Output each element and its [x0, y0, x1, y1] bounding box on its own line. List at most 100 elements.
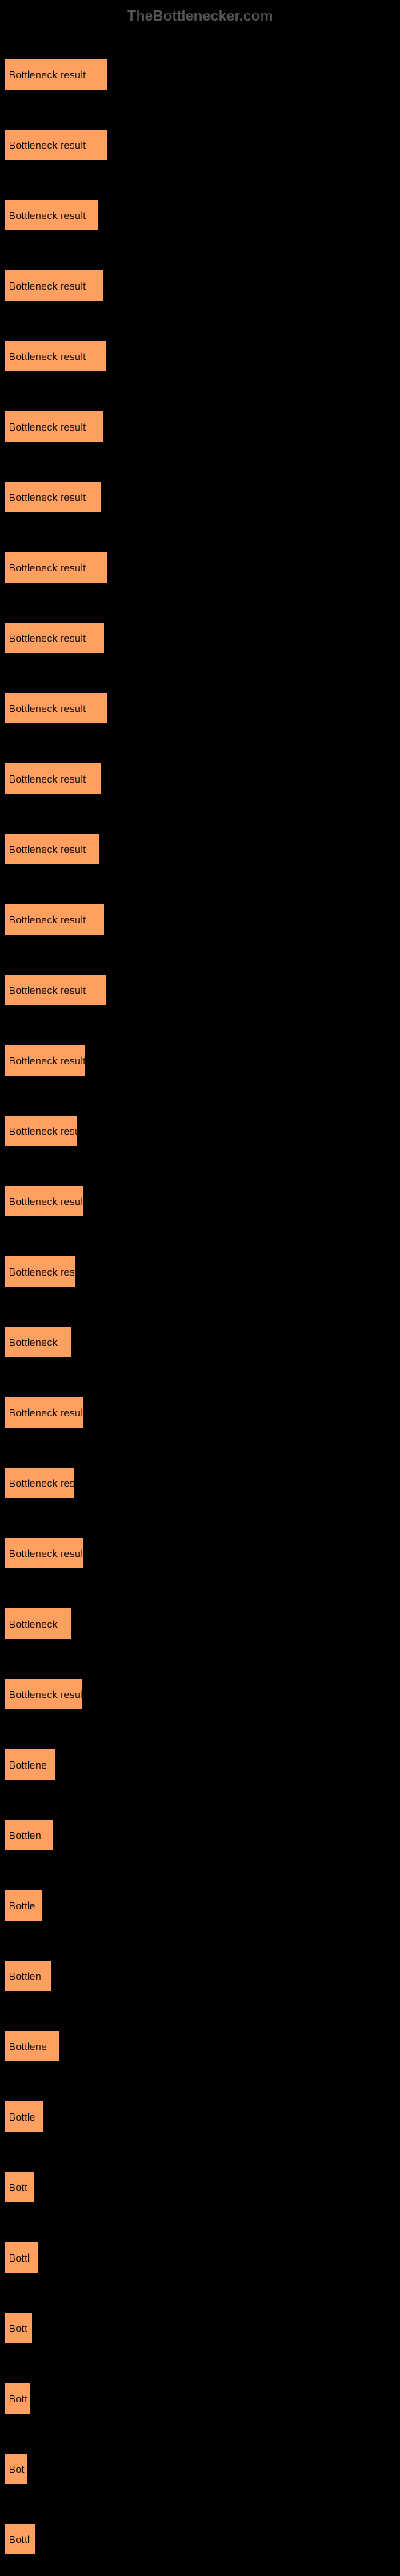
bar-wrapper: Bottle: [4, 2101, 396, 2133]
bar-wrapper: Bottleneck result 4: [4, 129, 396, 161]
bar-wrapper: Bottleneck result: [4, 1678, 396, 1710]
bar-row: Bottleneck result: [4, 182, 396, 252]
bar-wrapper: Bottlene: [4, 1749, 396, 1781]
bar-wrapper: Bottlene: [4, 2030, 396, 2062]
bar-row: Bottleneck result: [4, 745, 396, 815]
bar-wrapper: Bottleneck result: [4, 1044, 396, 1076]
bar-row: Bottleneck result: [4, 1238, 396, 1308]
bar: Bottleneck result: [4, 1467, 74, 1499]
bar: Bottlene: [4, 1749, 56, 1781]
bar-wrapper: Bottleneck result: [4, 1537, 396, 1569]
bar: Bottleneck result: [4, 692, 108, 724]
bar-wrapper: Bottleneck: [4, 1326, 396, 1358]
bar: Bottlen: [4, 1960, 52, 1992]
bar-row: Bottleneck result: [4, 1520, 396, 1590]
bar: Bottl: [4, 2523, 36, 2555]
bar: Bottleneck result: [4, 58, 108, 90]
bar-row: Bottleneck result: [4, 1661, 396, 1731]
bar-row: Bot: [4, 2435, 396, 2506]
bar-row: Bottleneck result: [4, 252, 396, 323]
bar: Bottleneck result: [4, 974, 106, 1006]
bar-wrapper: Bottlen: [4, 1819, 396, 1851]
bar: Bottlene: [4, 2030, 60, 2062]
bar-row: Bottleneck result: [4, 463, 396, 534]
bar-row: Bottlen: [4, 1801, 396, 1872]
bar-row: Bottleneck result: [4, 675, 396, 745]
bar: Bottl: [4, 2241, 39, 2274]
bar-wrapper: Bottleneck result: [4, 411, 396, 443]
bar-wrapper: Bottl: [4, 2241, 396, 2274]
bar-row: Bottleneck result: [4, 1168, 396, 1238]
bar: Bott: [4, 2171, 34, 2203]
bar-row: Bottle: [4, 1872, 396, 1942]
bar: Bottleneck result: [4, 833, 100, 865]
bar-wrapper: Bottleneck result: [4, 692, 396, 724]
bar-wrapper: Bottleneck: [4, 1608, 396, 1640]
bar-row: Bottleneck result 4: [4, 111, 396, 182]
bar: Bottle: [4, 1889, 42, 1921]
bar: Bottleneck result: [4, 270, 104, 302]
bar-wrapper: Bottleneck result: [4, 763, 396, 795]
bar-value: 4: [112, 69, 118, 81]
bar-row: Bott: [4, 2153, 396, 2224]
bar-row: Bott: [4, 2294, 396, 2365]
bar-row: Bottleneck result: [4, 393, 396, 463]
bar-row: Bottleneck: [4, 1590, 396, 1661]
bar: Bottleneck: [4, 1608, 72, 1640]
bar-wrapper: Bottle: [4, 1889, 396, 1921]
bar-wrapper: Bottleneck result: [4, 1396, 396, 1428]
bar: Bottleneck result: [4, 1256, 76, 1288]
bar-row: Bottle: [4, 2083, 396, 2153]
bar: Bottlen: [4, 1819, 54, 1851]
bar: Bottleneck: [4, 1326, 72, 1358]
bar-value: 4: [112, 139, 118, 151]
bar: Bot: [4, 2453, 28, 2485]
bar: Bottle: [4, 2101, 44, 2133]
bar: Bott: [4, 2382, 31, 2414]
bar-wrapper: Bottleneck result: [4, 1256, 396, 1288]
bar-row: Bottleneck result: [4, 1027, 396, 1097]
bar-wrapper: Bott: [4, 2171, 396, 2203]
bar-row: Bottleneck result: [4, 534, 396, 604]
bar-wrapper: Bottleneck result: [4, 974, 396, 1006]
bar: Bottleneck result: [4, 1396, 84, 1428]
bar: Bottleneck result: [4, 763, 102, 795]
bar-wrapper: Bottleneck result: [4, 1467, 396, 1499]
bar: Bottleneck result: [4, 129, 108, 161]
bar-wrapper: Bot: [4, 2453, 396, 2485]
bar-wrapper: Bottleneck result: [4, 903, 396, 935]
bar-row: Bott: [4, 2365, 396, 2435]
bar-row: Bottleneck result: [4, 1097, 396, 1168]
bar-wrapper: Bottleneck result: [4, 270, 396, 302]
bar-row: Bottleneck result 4: [4, 41, 396, 111]
bar-row: Bottl: [4, 2506, 396, 2576]
bar-wrapper: Bottleneck result: [4, 1115, 396, 1147]
bar: Bottleneck result: [4, 1678, 82, 1710]
bar-row: Bottleneck result: [4, 1449, 396, 1520]
bar-wrapper: Bottleneck result: [4, 481, 396, 513]
bar-wrapper: Bott: [4, 2312, 396, 2344]
chart-container: Bottleneck result4Bottleneck result4Bott…: [0, 41, 400, 2576]
bar: Bottleneck result: [4, 1044, 86, 1076]
bar: Bottleneck result: [4, 903, 105, 935]
bar: Bott: [4, 2312, 33, 2344]
bar-wrapper: Bottleneck result: [4, 551, 396, 583]
bar-wrapper: Bottleneck result: [4, 833, 396, 865]
bar-row: Bottleneck result: [4, 1379, 396, 1449]
bar: Bottleneck result: [4, 622, 105, 654]
watermark-text: TheBottlenecker.com: [0, 8, 400, 25]
bar-wrapper: Bottleneck result: [4, 1185, 396, 1217]
bar-row: Bottleneck result: [4, 323, 396, 393]
bar-wrapper: Bottlen: [4, 1960, 396, 1992]
bar-wrapper: Bottl: [4, 2523, 396, 2555]
bar: Bottleneck result: [4, 551, 108, 583]
bar-row: Bottleneck: [4, 1308, 396, 1379]
bar: Bottleneck result: [4, 340, 106, 372]
bar-row: Bottlen: [4, 1942, 396, 2013]
bar-wrapper: Bottleneck result: [4, 199, 396, 231]
bar-row: Bottleneck result: [4, 604, 396, 675]
bar: Bottleneck result: [4, 1115, 78, 1147]
bar: Bottleneck result: [4, 411, 104, 443]
bar: Bottleneck result: [4, 199, 98, 231]
bar-wrapper: Bottleneck result: [4, 622, 396, 654]
